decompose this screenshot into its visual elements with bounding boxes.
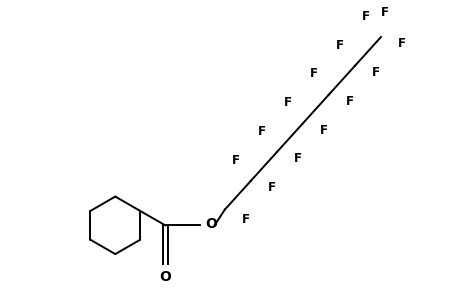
Text: F: F [345, 95, 353, 108]
Text: F: F [335, 39, 343, 52]
Text: F: F [309, 68, 317, 80]
Text: F: F [283, 96, 291, 109]
Text: O: O [159, 270, 171, 284]
Text: F: F [257, 125, 265, 138]
Text: F: F [397, 38, 405, 50]
Text: F: F [293, 152, 301, 165]
Text: F: F [231, 154, 239, 167]
Text: F: F [371, 66, 379, 79]
Text: F: F [361, 10, 369, 23]
Text: F: F [380, 6, 387, 19]
Text: O: O [205, 217, 216, 231]
Text: F: F [319, 124, 327, 136]
Text: F: F [241, 213, 249, 226]
Text: F: F [267, 181, 275, 194]
